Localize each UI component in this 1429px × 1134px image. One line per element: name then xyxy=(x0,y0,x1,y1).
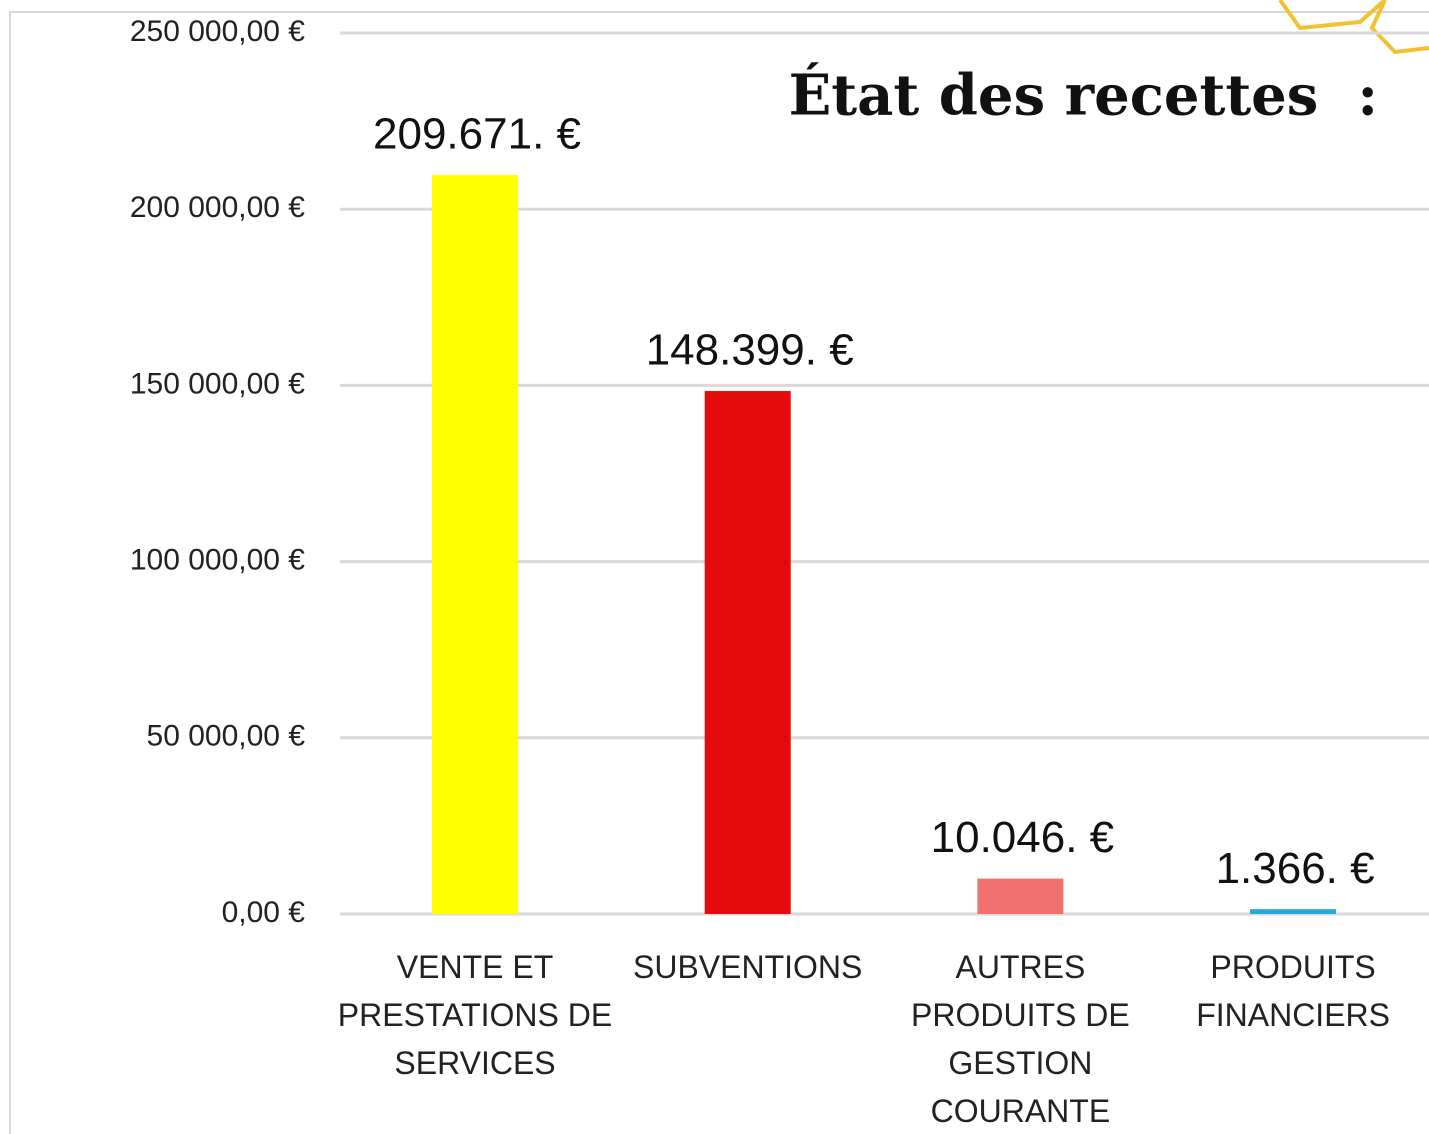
x-tick-label: PRODUITS FINANCIERS xyxy=(1196,949,1390,1033)
x-tick-label: AUTRES PRODUITS DE GESTION COURANTE xyxy=(911,949,1130,1129)
value-label: 1.366. € xyxy=(1216,844,1375,893)
bar xyxy=(432,175,518,915)
y-tick-label: 250 000,00 € xyxy=(130,15,305,48)
y-tick-label: 0,00 € xyxy=(222,896,306,929)
bar xyxy=(704,391,791,914)
x-tick-label: VENTE ET PRESTATIONS DE SERVICES xyxy=(337,949,613,1081)
value-label: 148.399. € xyxy=(646,326,854,375)
bar xyxy=(1250,909,1337,914)
x-tick-label: SUBVENTIONS xyxy=(633,949,863,985)
y-tick-label: 150 000,00 € xyxy=(130,367,305,400)
value-label: 209.671. € xyxy=(373,110,581,159)
chart-title: État des recettes : xyxy=(789,62,1378,129)
value-label: 10.046. € xyxy=(931,813,1115,862)
decoration xyxy=(1278,0,1387,31)
decoration xyxy=(1369,0,1429,55)
y-tick-label: 100 000,00 € xyxy=(130,544,305,577)
y-tick-label: 200 000,00 € xyxy=(130,191,305,224)
bar xyxy=(977,878,1064,914)
frame xyxy=(9,11,1429,1134)
y-tick-label: 50 000,00 € xyxy=(147,720,306,753)
